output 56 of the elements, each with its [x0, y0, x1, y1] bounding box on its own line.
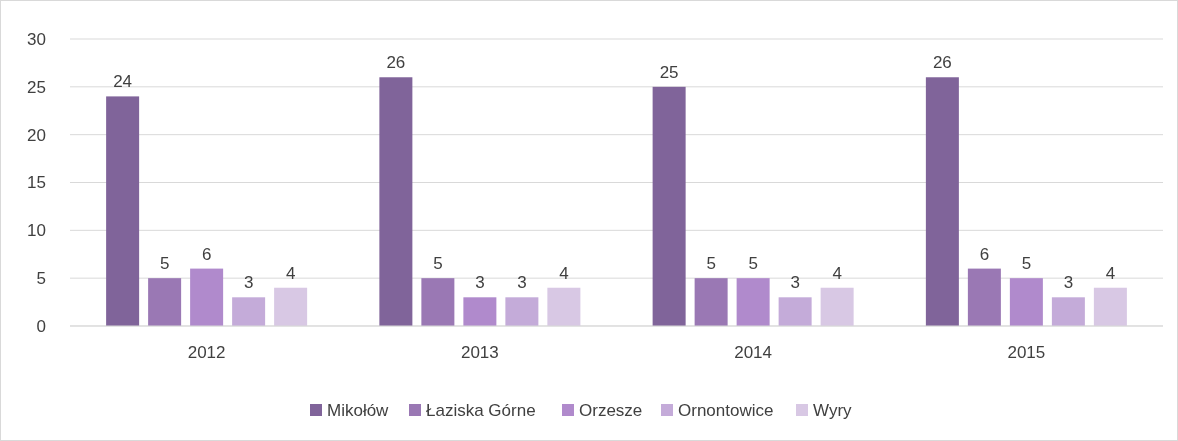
data-label: 5	[433, 254, 443, 274]
bar	[925, 77, 959, 326]
data-label: 4	[559, 263, 569, 283]
data-label: 5	[706, 254, 716, 274]
bar	[463, 297, 497, 326]
y-tick-label: 20	[27, 125, 46, 145]
data-label: 3	[475, 273, 485, 293]
y-tick-label: 0	[36, 316, 46, 336]
legend-label: Mikołów	[327, 400, 390, 420]
data-label: 26	[932, 53, 952, 73]
y-tick-label: 15	[27, 173, 46, 193]
data-label: 5	[748, 254, 758, 274]
data-label: 5	[159, 254, 170, 274]
y-tick-label: 5	[36, 269, 46, 289]
x-tick-label: 2012	[187, 343, 226, 362]
bar	[106, 96, 140, 326]
y-tick-label: 30	[27, 29, 46, 49]
bar	[379, 77, 413, 326]
bar	[547, 287, 581, 326]
data-label: 4	[285, 263, 296, 283]
x-tick-label: 2014	[734, 343, 773, 362]
bar	[652, 86, 686, 326]
bar	[148, 278, 182, 326]
bar	[421, 278, 455, 326]
data-label: 3	[517, 273, 527, 293]
data-label: 6	[979, 244, 990, 264]
bar	[967, 268, 1001, 326]
data-label: 6	[201, 244, 212, 264]
legend-label: Orzesze	[579, 400, 643, 420]
bar	[1093, 287, 1127, 326]
y-tick-label: 25	[27, 77, 46, 97]
bar	[778, 297, 812, 326]
bar	[274, 287, 308, 326]
bar	[190, 268, 224, 326]
data-label: 4	[832, 263, 842, 283]
bar	[505, 297, 539, 326]
data-label: 25	[659, 62, 679, 82]
bar	[1051, 297, 1085, 326]
legend-label: Ornontowice	[678, 400, 774, 420]
bar	[1009, 278, 1043, 326]
legend-label: Łaziska Górne	[426, 400, 536, 420]
bar	[232, 297, 266, 326]
data-label: 5	[1021, 254, 1032, 274]
bar	[694, 278, 728, 326]
data-label: 3	[243, 273, 254, 293]
bar	[736, 278, 770, 326]
data-label: 4	[1105, 263, 1116, 283]
legend-label: Wyry	[813, 400, 853, 420]
data-label: 24	[113, 72, 133, 92]
x-tick-label: 2013	[460, 343, 499, 362]
data-label: 26	[386, 53, 406, 73]
data-label: 3	[1063, 273, 1074, 293]
x-tick-label: 2015	[1007, 343, 1046, 362]
y-tick-label: 10	[27, 221, 46, 241]
bar	[820, 287, 854, 326]
data-label: 3	[790, 273, 800, 293]
